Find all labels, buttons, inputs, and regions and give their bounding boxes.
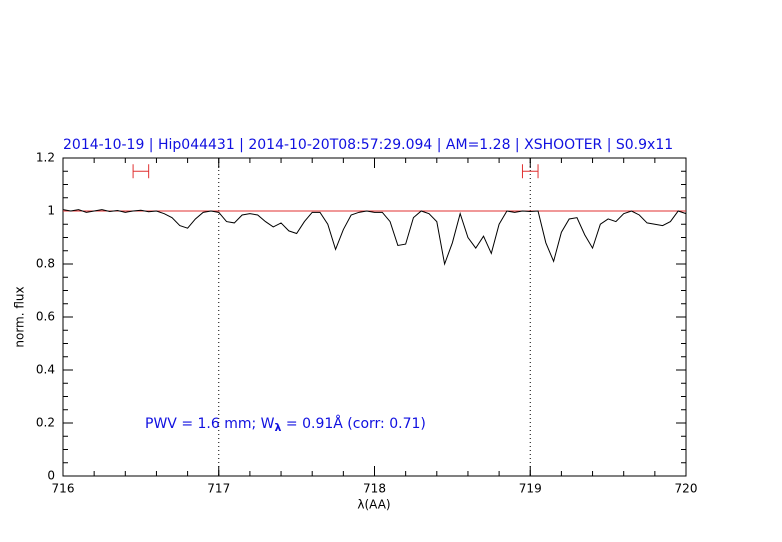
spectrum-line [62, 209, 687, 266]
y-axis-label: norm. flux [13, 286, 27, 347]
y-tick-label: 1.2 [36, 151, 55, 165]
x-tick-label: 719 [519, 482, 542, 496]
annotation-text: = 0.91Å (corr: 0.71) [281, 415, 425, 432]
annotation: PWV = 1.6 mm; Wλ = 0.91Å (corr: 0.71) [145, 415, 426, 434]
annotation-subscript: λ [275, 421, 282, 434]
x-tick-label: 720 [675, 482, 698, 496]
x-tick-label: 718 [363, 482, 386, 496]
y-tick-label: 0.8 [36, 257, 55, 271]
x-tick-label: 717 [207, 482, 230, 496]
y-tick-label: 0.4 [36, 363, 55, 377]
y-tick-label: 0 [47, 469, 55, 483]
chart-title: 2014-10-19 | Hip044431 | 2014-10-20T08:5… [63, 137, 673, 153]
y-tick-label: 0.6 [36, 310, 55, 324]
x-axis-label: λ(AA) [357, 498, 390, 512]
y-tick-label: 1 [47, 204, 55, 218]
annotation-text: PWV = 1.6 mm; W [145, 416, 275, 432]
y-tick-label: 0.2 [36, 416, 55, 430]
x-tick-label: 716 [52, 482, 75, 496]
